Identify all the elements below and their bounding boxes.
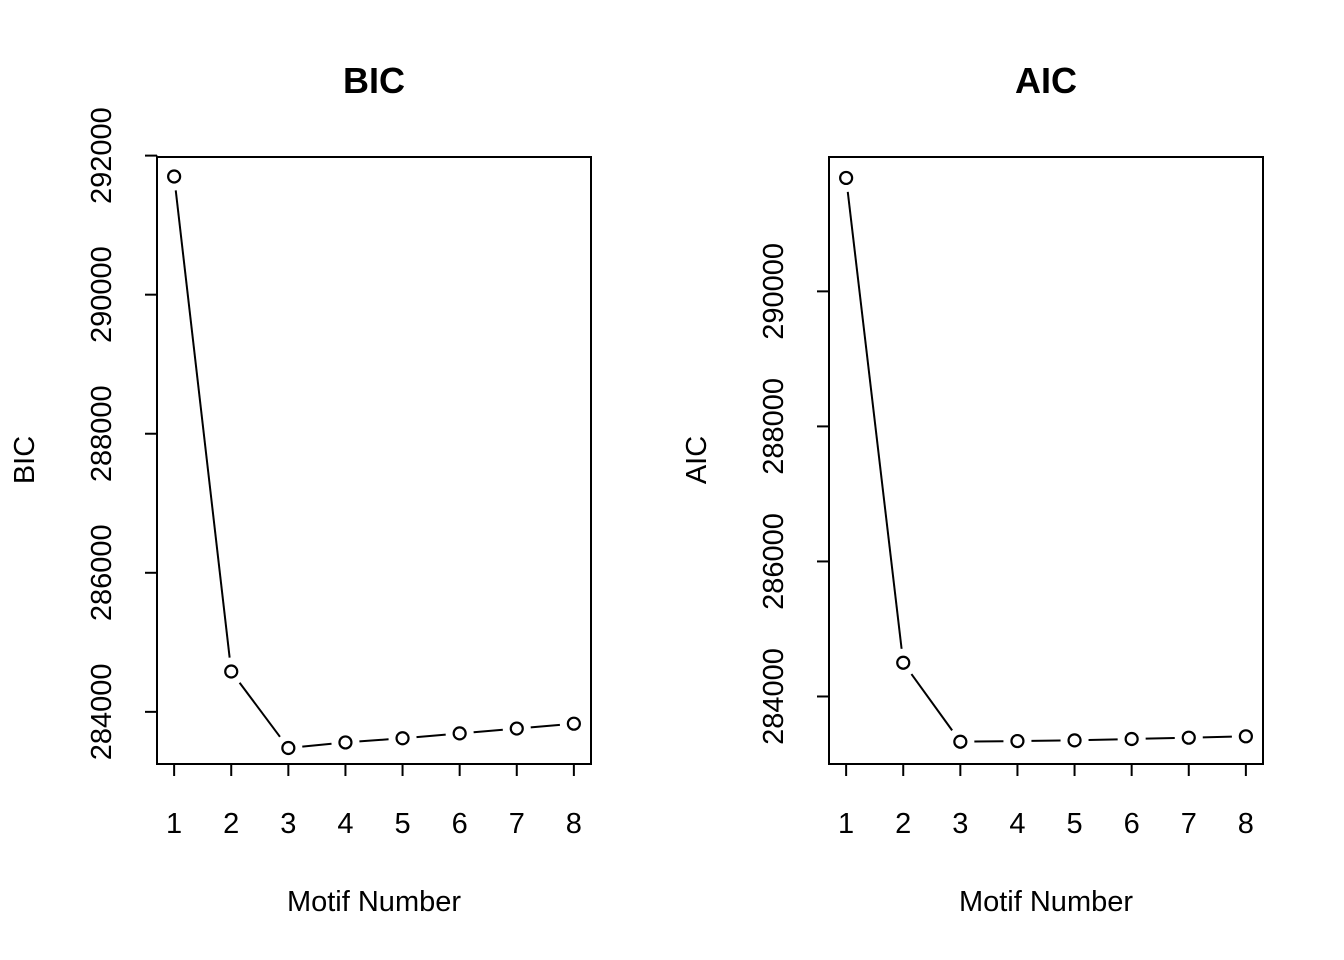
aic-y-tick-label: 290000 xyxy=(758,243,790,340)
bic-x-tick-label: 6 xyxy=(452,808,468,840)
bic-line-segment xyxy=(238,682,281,738)
aic-data-point xyxy=(1067,733,1082,748)
bic-y-axis: 284000 286000 288000 290000 292000 xyxy=(86,107,158,760)
aic-line-segment xyxy=(1145,736,1175,740)
bic-x-tick-label: 5 xyxy=(394,808,410,840)
aic-x-tick-label: 5 xyxy=(1066,808,1082,840)
aic-data-point xyxy=(1181,730,1196,745)
bic-x-tick-label: 2 xyxy=(223,808,239,840)
bic-x-tick-label: 4 xyxy=(337,808,353,840)
aic-x-tick-label: 6 xyxy=(1124,808,1140,840)
bic-x-tick-label: 1 xyxy=(166,808,182,840)
bic-data-point xyxy=(509,721,524,736)
aic-x-axis: 1 2 3 4 5 6 7 8 xyxy=(838,763,1254,840)
aic-x-tick-label: 1 xyxy=(838,808,854,840)
bic-series xyxy=(167,169,581,756)
bic-title: BIC xyxy=(343,60,405,101)
aic-line-segment xyxy=(846,191,903,649)
aic-line-segment xyxy=(1202,735,1232,739)
aic-y-tick-label: 286000 xyxy=(758,513,790,610)
aic-panel: AIC 1 2 3 4 5 6 7 8 284000 286000 288000 290000 Mo… xyxy=(681,60,1264,918)
aic-data-point xyxy=(839,170,854,186)
aic-y-axis: 284000 286000 288000 290000 xyxy=(758,243,830,745)
bic-y-tick-label: 284000 xyxy=(86,663,118,760)
bic-line-segment xyxy=(174,190,231,658)
bic-panel: BIC 1 2 3 4 5 6 7 8 284000 286000 288000 290000 292… xyxy=(9,60,592,918)
aic-title: AIC xyxy=(1015,60,1077,101)
aic-x-tick-label: 8 xyxy=(1238,808,1254,840)
bic-x-tick-label: 8 xyxy=(566,808,582,840)
aic-x-tick-label: 2 xyxy=(895,808,911,840)
bic-y-axis-label: BIC xyxy=(9,436,41,484)
bic-data-point xyxy=(338,735,353,750)
bic-x-tick-label: 3 xyxy=(280,808,296,840)
bic-line-segment xyxy=(302,742,332,748)
bic-data-point xyxy=(452,726,467,741)
aic-line-segment xyxy=(1088,738,1118,742)
aic-x-tick-label: 7 xyxy=(1181,808,1197,840)
aic-plot-frame xyxy=(828,156,1264,765)
bic-y-tick-label: 292000 xyxy=(86,107,118,204)
bic-data-point xyxy=(566,716,581,731)
bic-line-segment xyxy=(473,728,503,734)
aic-data-point xyxy=(1124,731,1139,747)
aic-y-axis-label: AIC xyxy=(681,436,713,484)
aic-x-tick-label: 4 xyxy=(1009,808,1025,840)
aic-y-tick-label: 284000 xyxy=(758,648,790,745)
bic-x-axis-label: Motif Number xyxy=(287,886,461,918)
aic-data-point xyxy=(1010,733,1025,749)
aic-data-point xyxy=(1238,729,1253,744)
bic-y-tick-label: 290000 xyxy=(86,246,118,343)
bic-plot-frame xyxy=(156,156,592,765)
aic-x-tick-label: 3 xyxy=(952,808,968,840)
bic-x-axis: 1 2 3 4 5 6 7 8 xyxy=(166,763,582,840)
bic-data-point xyxy=(224,664,239,679)
bic-data-point xyxy=(281,740,296,756)
aic-series xyxy=(839,170,1253,749)
aic-data-point xyxy=(953,734,968,749)
aic-y-tick-label: 288000 xyxy=(758,378,790,475)
bic-y-tick-label: 288000 xyxy=(86,385,118,482)
bic-line-segment xyxy=(416,733,446,739)
bic-x-tick-label: 7 xyxy=(509,808,525,840)
bic-data-point xyxy=(395,731,410,746)
bic-line-segment xyxy=(359,738,389,743)
bic-y-tick-label: 286000 xyxy=(86,524,118,621)
bic-data-point xyxy=(167,169,182,184)
aic-data-point xyxy=(896,655,911,670)
aic-line-segment xyxy=(910,673,953,731)
bic-line-segment xyxy=(530,723,561,729)
aic-x-axis-label: Motif Number xyxy=(959,886,1133,918)
